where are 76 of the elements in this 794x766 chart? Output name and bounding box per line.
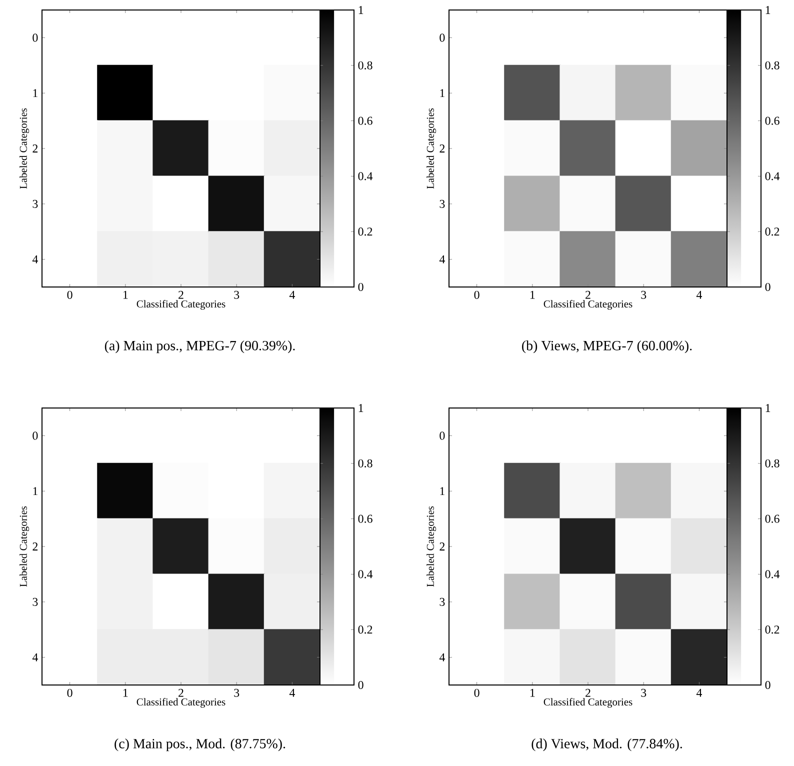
color-bar-label: 0.6 [765, 514, 780, 523]
text: (a) Main pos., MPEG-7 (90.39%). [104, 340, 295, 354]
y-axis-title: Labeled Categories [20, 506, 30, 587]
color-bar-label: 0 [358, 680, 364, 690]
x-tick-label: 3 [234, 688, 240, 697]
x-tick-label: 2 [586, 688, 590, 697]
y-tick-label: 1 [33, 89, 38, 98]
text: (b) Views, MPEG-7 (60.00%). [522, 340, 692, 354]
color-bar-label: 1 [766, 404, 770, 412]
y-tick-label: 3 [440, 598, 445, 606]
y-tick-label: 1 [33, 487, 38, 496]
x-tick-label: 1 [530, 688, 535, 697]
y-tick-label: 3 [32, 200, 38, 208]
color-bar-label: 0.6 [358, 116, 372, 125]
x-tick-label: 4 [696, 290, 702, 299]
color-bar-label: 1 [358, 404, 364, 412]
color-bar-label: 0 [358, 282, 364, 292]
x-tick-label: 1 [123, 688, 128, 697]
y-tick-label: 0 [440, 432, 445, 440]
color-bar-label: 0.4 [765, 172, 780, 180]
x-tick-label: 1 [123, 290, 128, 299]
y-axis-title: Labeled Categories [426, 506, 436, 587]
x-axis-title: Classified Categories [136, 300, 226, 310]
x-tick-label: 2 [586, 290, 590, 299]
x-tick-label: 3 [641, 290, 646, 299]
x-tick-label: 2 [178, 688, 184, 697]
y-tick-label: 0 [32, 34, 38, 42]
color-bar-label: 0.8 [765, 459, 780, 468]
y-tick-label: 1 [440, 89, 444, 98]
color-bar-label: 0.6 [358, 514, 372, 523]
color-bar-label: 0.8 [765, 61, 780, 70]
x-tick-label: 2 [178, 290, 184, 299]
color-bar-label: 0.6 [765, 116, 780, 125]
color-bar-label: 0.4 [358, 172, 373, 180]
x-tick-label: 1 [530, 290, 535, 299]
x-axis-title: Classified Categories [136, 698, 226, 708]
y-tick-label: 0 [32, 432, 38, 440]
y-axis-title: Labeled Categories [20, 108, 30, 189]
color-bar-label: 0.2 [765, 626, 780, 634]
color-bar-label: 0.2 [358, 228, 372, 236]
text: (d) Views, Mod. (77.84%). [532, 738, 682, 752]
x-tick-label: 3 [234, 290, 240, 299]
x-tick-label: 0 [474, 290, 480, 299]
color-bar-label: 1 [766, 6, 770, 14]
y-tick-label: 0 [440, 34, 445, 42]
color-bar-label: 0.4 [358, 570, 373, 578]
y-tick-label: 1 [440, 487, 444, 496]
color-bar-label: 0 [765, 680, 770, 690]
y-tick-label: 2 [440, 144, 445, 152]
x-tick-label: 3 [641, 688, 646, 697]
x-tick-label: 4 [289, 290, 296, 299]
x-tick-label: 0 [474, 688, 480, 697]
y-tick-label: 4 [439, 255, 446, 264]
color-bar-label: 0.2 [765, 228, 780, 236]
x-axis-title: Classified Categories [544, 698, 632, 708]
x-tick-label: 0 [67, 290, 72, 299]
color-bar-label: 0.2 [358, 626, 372, 634]
color-bar-label: 0 [765, 282, 770, 292]
y-tick-label: 2 [32, 542, 38, 550]
color-bar-label: 0.4 [765, 570, 780, 578]
y-tick-label: 4 [439, 653, 446, 662]
color-bar-label: 0.8 [358, 459, 372, 468]
y-tick-label: 4 [32, 255, 38, 264]
color-bar-label: 1 [358, 6, 364, 14]
x-tick-label: 0 [67, 688, 72, 697]
x-tick-label: 4 [289, 688, 296, 697]
y-tick-label: 2 [32, 144, 38, 152]
x-tick-label: 4 [696, 688, 702, 697]
color-bar-label: 0.8 [358, 61, 372, 70]
y-axis-title: Labeled Categories [426, 108, 436, 189]
y-tick-label: 3 [440, 200, 445, 208]
y-tick-label: 4 [32, 653, 38, 662]
y-tick-label: 2 [440, 542, 445, 550]
text: (c) Main pos., Mod. (87.75%). [114, 738, 286, 752]
x-axis-title: Classified Categories [544, 300, 632, 310]
y-tick-label: 3 [32, 598, 38, 606]
